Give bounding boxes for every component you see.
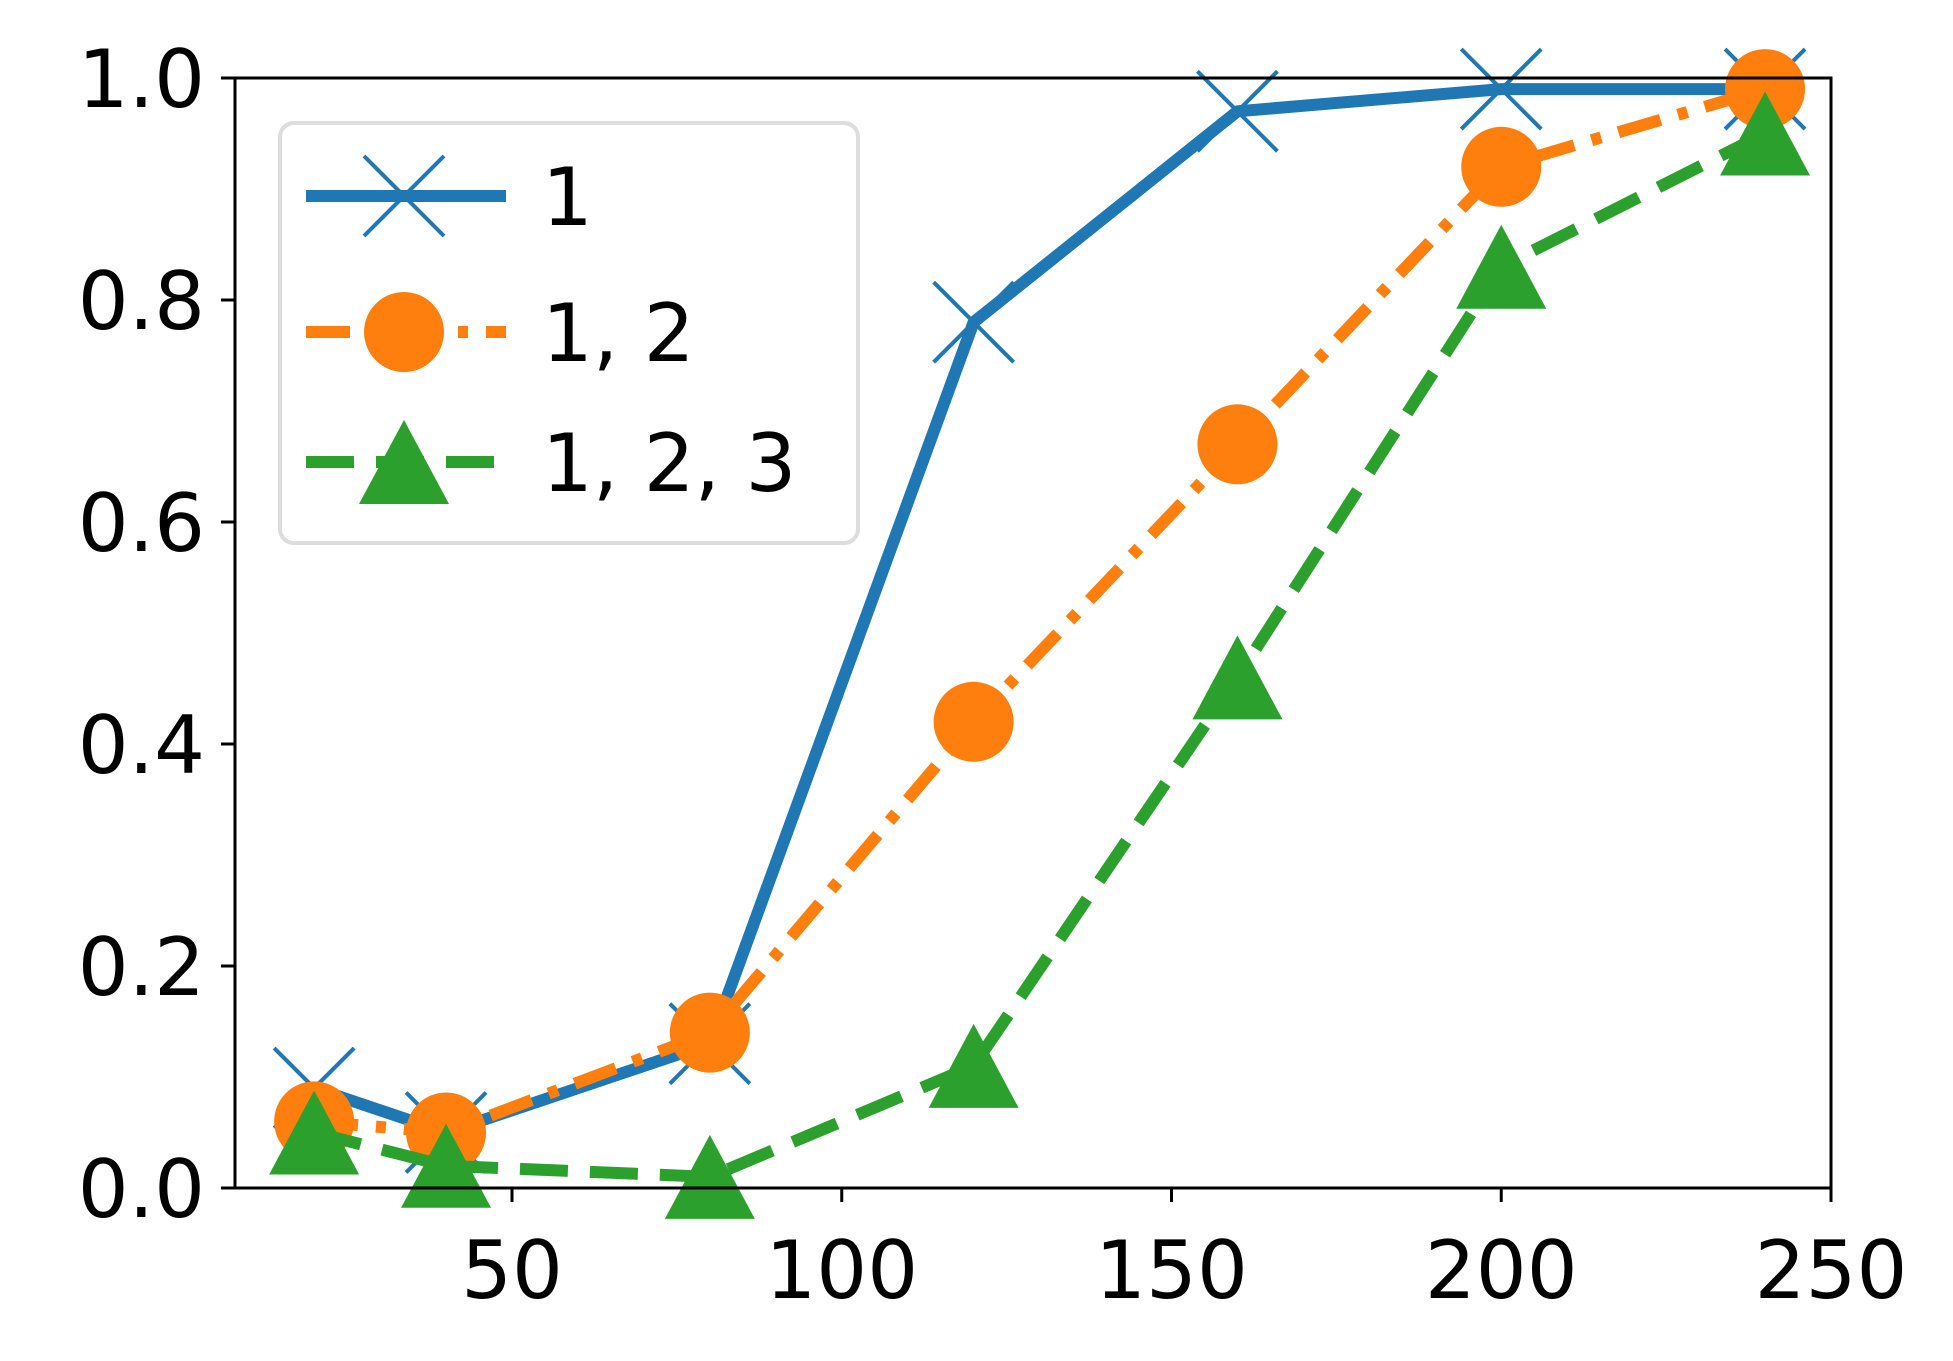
triangle-marker-3-1: [269, 1090, 360, 1175]
legend-label-1: 1: [542, 151, 593, 244]
legend-frame: [278, 121, 860, 545]
triangle-marker-legend-3: [359, 420, 449, 504]
legend-label-2: 1, 2: [542, 287, 695, 380]
axes-layer: 0.0 0.2 0.4 0.6 0.8 1.0 50 100 150 200 250: [78, 33, 1908, 1317]
legend-item-3: 1, 2, 3: [306, 417, 796, 510]
plot-frame: [233, 76, 1833, 1190]
y-tick-label-0: 0.0: [78, 1143, 205, 1236]
circle-marker-2-4: [933, 681, 1014, 762]
legend-item-2: 1, 2: [306, 287, 695, 380]
circle-marker-2-6: [1461, 126, 1542, 207]
x-marker-stroke-1-6: [1459, 47, 1543, 131]
x-tick-label-3: 200: [1425, 1224, 1578, 1317]
circle-marker-2-5: [1197, 404, 1278, 485]
triangle-marker-3-5: [1192, 635, 1283, 720]
triangle-marker-3-6: [1456, 224, 1547, 309]
y-tick-label-5: 1.0: [78, 33, 205, 126]
x-tick-label-4: 250: [1755, 1224, 1908, 1317]
y-tick-label-3: 0.6: [78, 477, 205, 570]
x-tick-label-1: 100: [765, 1224, 918, 1317]
circle-marker-2-3: [669, 992, 750, 1073]
x-marker-stroke-1-4: [932, 280, 1016, 364]
circle-marker-legend-2: [364, 292, 444, 372]
triangle-marker-3-4: [928, 1023, 1019, 1108]
circle-marker-2-7: [1725, 49, 1806, 130]
x-tick-label-2: 150: [1095, 1224, 1248, 1317]
x-marker-stroke-1-5: [1196, 69, 1279, 153]
series-layer: [269, 47, 1811, 1219]
triangle-marker-3-3: [664, 1134, 755, 1219]
legend-item-1: 1: [306, 151, 593, 244]
legend: 1 1, 2 1, 2, 3: [278, 121, 860, 545]
legend-items: 1 1, 2 1, 2, 3: [306, 151, 796, 510]
y-tick-label-2: 0.4: [78, 699, 205, 792]
y-tick-label-4: 0.8: [78, 255, 205, 348]
x-marker-stroke-legend-1: [362, 154, 446, 238]
legend-label-3: 1, 2, 3: [542, 417, 796, 510]
y-tick-label-1: 0.2: [78, 921, 205, 1014]
x-tick-label-0: 50: [461, 1224, 563, 1317]
triangle-marker-3-7: [1720, 91, 1811, 176]
